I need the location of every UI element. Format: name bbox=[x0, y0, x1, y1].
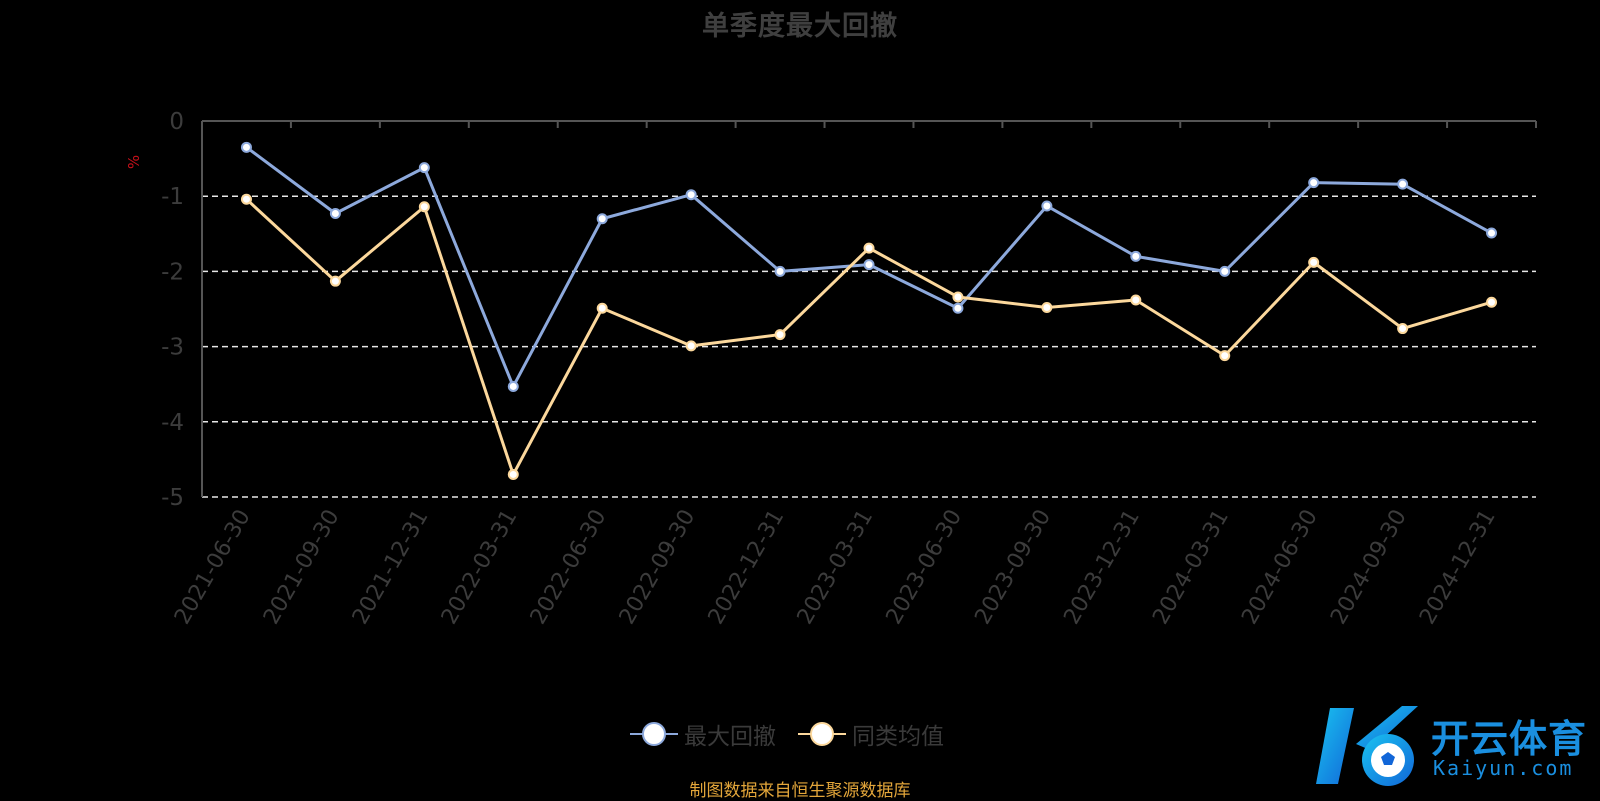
data-point-0 bbox=[240, 141, 252, 153]
x-tick-label: 2022-03-31 bbox=[437, 506, 523, 629]
x-tick-label: 2024-03-31 bbox=[1148, 506, 1234, 629]
legend-label-peer-average: 同类均值 bbox=[852, 724, 944, 750]
data-point-0 bbox=[1308, 177, 1320, 189]
x-tick-label: 2024-06-30 bbox=[1237, 506, 1323, 629]
y-tick-label: -2 bbox=[161, 259, 184, 285]
x-tick-label: 2023-06-30 bbox=[882, 506, 968, 629]
data-point-0 bbox=[596, 213, 608, 225]
y-tick-label: -4 bbox=[161, 410, 184, 436]
x-tick-label: 2021-06-30 bbox=[170, 506, 256, 629]
data-point-1 bbox=[1130, 294, 1142, 306]
brand-watermark: 开云体育 Kaiyun.com bbox=[1316, 700, 1596, 792]
data-point-0 bbox=[1397, 178, 1409, 190]
data-point-1 bbox=[1041, 301, 1053, 313]
data-point-0 bbox=[507, 380, 519, 392]
data-point-0 bbox=[418, 162, 430, 174]
legend-swatch-peer-average bbox=[798, 718, 846, 750]
y-tick-label: -5 bbox=[161, 485, 184, 511]
data-point-1 bbox=[329, 275, 341, 287]
x-tick-label: 2022-12-31 bbox=[704, 506, 790, 629]
x-tick-label: 2023-09-30 bbox=[970, 506, 1056, 629]
data-point-1 bbox=[596, 302, 608, 314]
data-point-0 bbox=[863, 259, 875, 271]
x-tick-label: 2024-12-31 bbox=[1415, 506, 1501, 629]
data-point-0 bbox=[1219, 265, 1231, 277]
data-source-note: 制图数据来自恒生聚源数据库 bbox=[689, 781, 911, 801]
x-tick-label: 2023-12-31 bbox=[1059, 506, 1145, 629]
data-point-1 bbox=[418, 201, 430, 213]
legend-item-peer-average[interactable]: 同类均值 bbox=[798, 717, 944, 751]
data-point-1 bbox=[952, 291, 964, 303]
data-point-1 bbox=[1219, 350, 1231, 362]
x-tick-label: 2021-12-31 bbox=[348, 506, 434, 629]
x-tick-label: 2022-06-30 bbox=[526, 506, 612, 629]
data-point-0 bbox=[1130, 250, 1142, 262]
x-tick-label: 2024-09-30 bbox=[1326, 506, 1412, 629]
data-point-0 bbox=[952, 302, 964, 314]
data-point-1 bbox=[1486, 296, 1498, 308]
y-tick-label: -3 bbox=[161, 335, 184, 361]
y-tick-label: 0 bbox=[169, 109, 184, 135]
y-tick-label: -1 bbox=[161, 184, 184, 210]
brand-name-cn: 开云体育 bbox=[1431, 717, 1588, 761]
brand-logo-icon bbox=[1316, 706, 1418, 786]
brand-name-en: Kaiyun.com bbox=[1433, 756, 1574, 780]
data-point-0 bbox=[1041, 200, 1053, 212]
y-axis-unit-label: % bbox=[125, 155, 143, 169]
data-point-0 bbox=[329, 207, 341, 219]
x-tick-label: 2023-03-31 bbox=[793, 506, 879, 629]
series-line-1 bbox=[245, 198, 1492, 476]
data-point-0 bbox=[685, 189, 697, 201]
data-point-1 bbox=[240, 193, 252, 205]
chart-title: 单季度最大回撤 bbox=[702, 11, 898, 42]
data-point-1 bbox=[685, 340, 697, 352]
x-tick-label: 2022-09-30 bbox=[615, 506, 701, 629]
legend-label-max-drawdown: 最大回撤 bbox=[684, 724, 776, 750]
x-tick-label: 2021-09-30 bbox=[259, 506, 345, 629]
data-point-0 bbox=[774, 265, 786, 277]
legend-swatch-max-drawdown bbox=[630, 718, 678, 750]
data-point-1 bbox=[774, 329, 786, 341]
data-point-1 bbox=[1397, 323, 1409, 335]
legend-item-max-drawdown[interactable]: 最大回撤 bbox=[630, 717, 776, 751]
data-point-0 bbox=[1486, 227, 1498, 239]
data-point-1 bbox=[863, 242, 875, 254]
data-point-1 bbox=[1308, 256, 1320, 268]
legend: 最大回撤 同类均值 bbox=[630, 718, 966, 750]
data-point-1 bbox=[507, 468, 519, 480]
